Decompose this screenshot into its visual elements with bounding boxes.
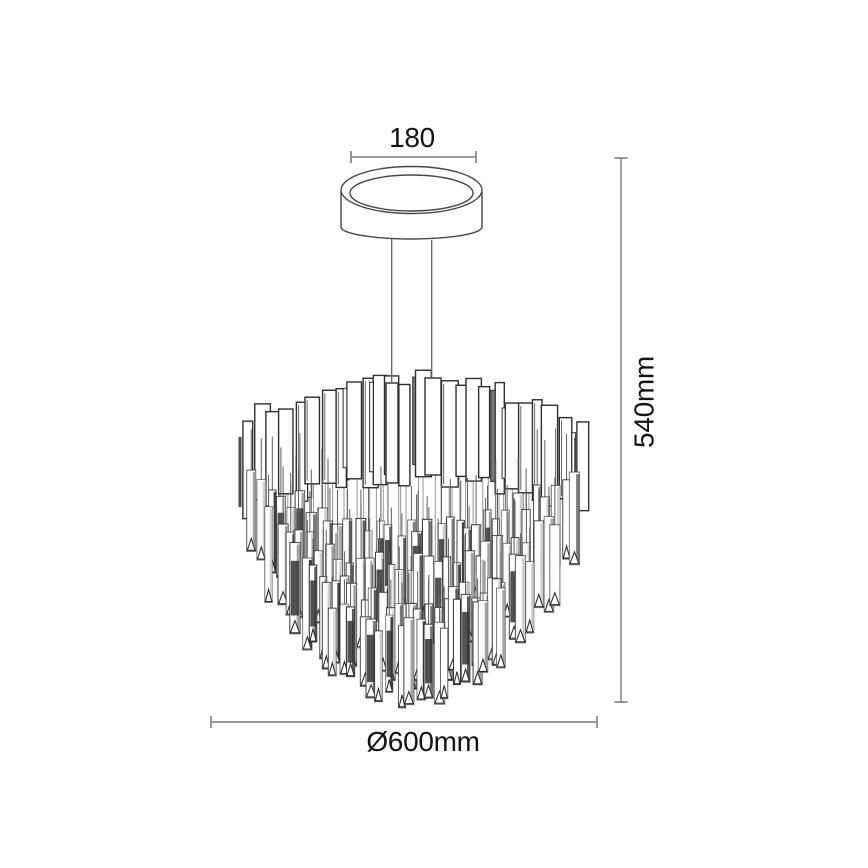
crystal-rod-tip <box>309 626 317 642</box>
crystal-rod-tip <box>328 660 337 676</box>
crystal-rod-dark-facet <box>386 630 392 678</box>
crown-bar-side-facet <box>501 407 506 479</box>
crystal-rod-dark-facet <box>510 571 518 623</box>
crystal-rod-tip <box>472 669 483 685</box>
crystal-rod-tip <box>277 590 289 605</box>
crystal-rod-shaded-facet <box>403 537 406 603</box>
crystal-rod-tip <box>525 617 534 633</box>
crystal-rod-shaded-facet <box>410 619 414 703</box>
crown-bar <box>477 385 491 479</box>
crown-bar-side-facet <box>412 376 417 465</box>
fixture-height-label: 540mm <box>629 356 660 448</box>
crystal-rod-shaded-facet <box>252 472 256 550</box>
crown-bar <box>277 408 294 495</box>
crystal-rod-dark-facet <box>290 560 300 616</box>
crystal-rod-tip <box>533 592 544 608</box>
crystal-rod-shaded-facet <box>519 495 524 575</box>
crystal-rod-shaded-facet <box>531 563 534 631</box>
canopy-bottom-arc <box>340 226 483 240</box>
crystal-rod-tip <box>385 679 393 693</box>
crystal-rod-tip <box>478 657 488 672</box>
crystal-rod-shaded-facet <box>470 552 475 641</box>
crown-bar-anchored <box>385 382 399 484</box>
crown-bar <box>398 383 411 487</box>
crystal-rod-tip <box>440 685 448 699</box>
crystal-rod-shaded-facet <box>392 609 396 679</box>
crystal-rod-tip <box>302 635 313 650</box>
crystal-rod-tip <box>403 690 415 705</box>
crystal-rod-tip <box>515 628 526 643</box>
crystal-rod-shaded-facet <box>379 632 383 700</box>
crystal-rod-dark-facet <box>310 580 316 627</box>
crystal-rod-tip <box>562 543 571 559</box>
dimension-canopy-width: 180 <box>350 122 477 163</box>
crystal-rod-dark-facet <box>347 620 354 663</box>
canopy-width-label: 180 <box>389 122 435 153</box>
crystal-rod-tip <box>374 686 383 702</box>
crystal-rod-shaded-facet <box>337 582 341 662</box>
crystal-rod-dark-facet <box>366 634 376 683</box>
crystal-rod-shaded-facet <box>273 491 277 571</box>
chandelier-body <box>238 369 590 709</box>
crystal-rod-shaded-facet <box>540 522 544 606</box>
crystal-rod-shaded-facet <box>262 481 266 559</box>
crystal-rod-tip <box>549 591 561 606</box>
crown-bar <box>576 421 590 512</box>
crown-bar <box>346 381 363 480</box>
crown-bar-anchored <box>424 377 442 476</box>
crystal-rod-shaded-facet <box>484 602 488 671</box>
suspension-wires <box>391 239 433 383</box>
crown-bar <box>304 396 321 485</box>
crystal-rod-shaded-facet <box>269 508 273 601</box>
crystal-rod-dark-facet <box>425 638 433 684</box>
crystal-rod-shaded-facet <box>451 519 455 605</box>
crystal-rod-shaded-facet <box>299 531 304 616</box>
dimension-diameter: Ø600mm <box>210 716 598 757</box>
crystal-rod-tip <box>264 587 273 603</box>
crystal-rod-shaded-facet <box>362 520 366 594</box>
crystal-rod-shaded-facet <box>333 610 337 674</box>
crystal-rod-tip <box>289 619 301 634</box>
crystal-rod-shaded-facet <box>502 590 506 666</box>
dimension-height: 540mm <box>614 157 660 703</box>
crystal-rod-tip <box>569 550 580 565</box>
canopy <box>340 165 483 240</box>
crystal-rod-dark-facet <box>462 611 469 665</box>
crystal-rod-tip <box>453 671 461 685</box>
crystal-rod <box>549 524 561 607</box>
crystal-rod-shaded-facet <box>348 520 352 592</box>
crystal-rod-shaded-facet <box>392 566 395 643</box>
crystal-rod-tip <box>461 667 471 682</box>
crystal-rod <box>452 598 461 686</box>
crown-bar-side-facet <box>490 389 496 483</box>
fixture-diameter-label: Ø600mm <box>366 726 479 757</box>
crystal-rod <box>439 627 449 700</box>
crown-bar-side-facet <box>369 381 374 473</box>
canopy-rim-outer <box>340 165 483 215</box>
crystal-rod-shaded-facet <box>576 474 580 563</box>
crystal-rod-tip <box>256 545 266 560</box>
crystal-rod-shaded-facet <box>461 522 465 606</box>
crystal-rod-tip <box>365 683 377 698</box>
crystal-rod-tip <box>246 536 256 551</box>
crystal-rod-shaded-facet <box>522 557 526 641</box>
crown-bar-side-facet <box>342 387 348 469</box>
crystal-rod-tip <box>496 653 506 668</box>
crystal-rod-tip <box>416 685 426 700</box>
crown-edge-strip <box>238 437 242 507</box>
crystal-rod-dark-facet <box>385 540 391 586</box>
canopy-rim-inner <box>349 174 474 212</box>
crystal-rod-tip <box>346 661 355 677</box>
crystal-rod-tip <box>423 683 434 698</box>
